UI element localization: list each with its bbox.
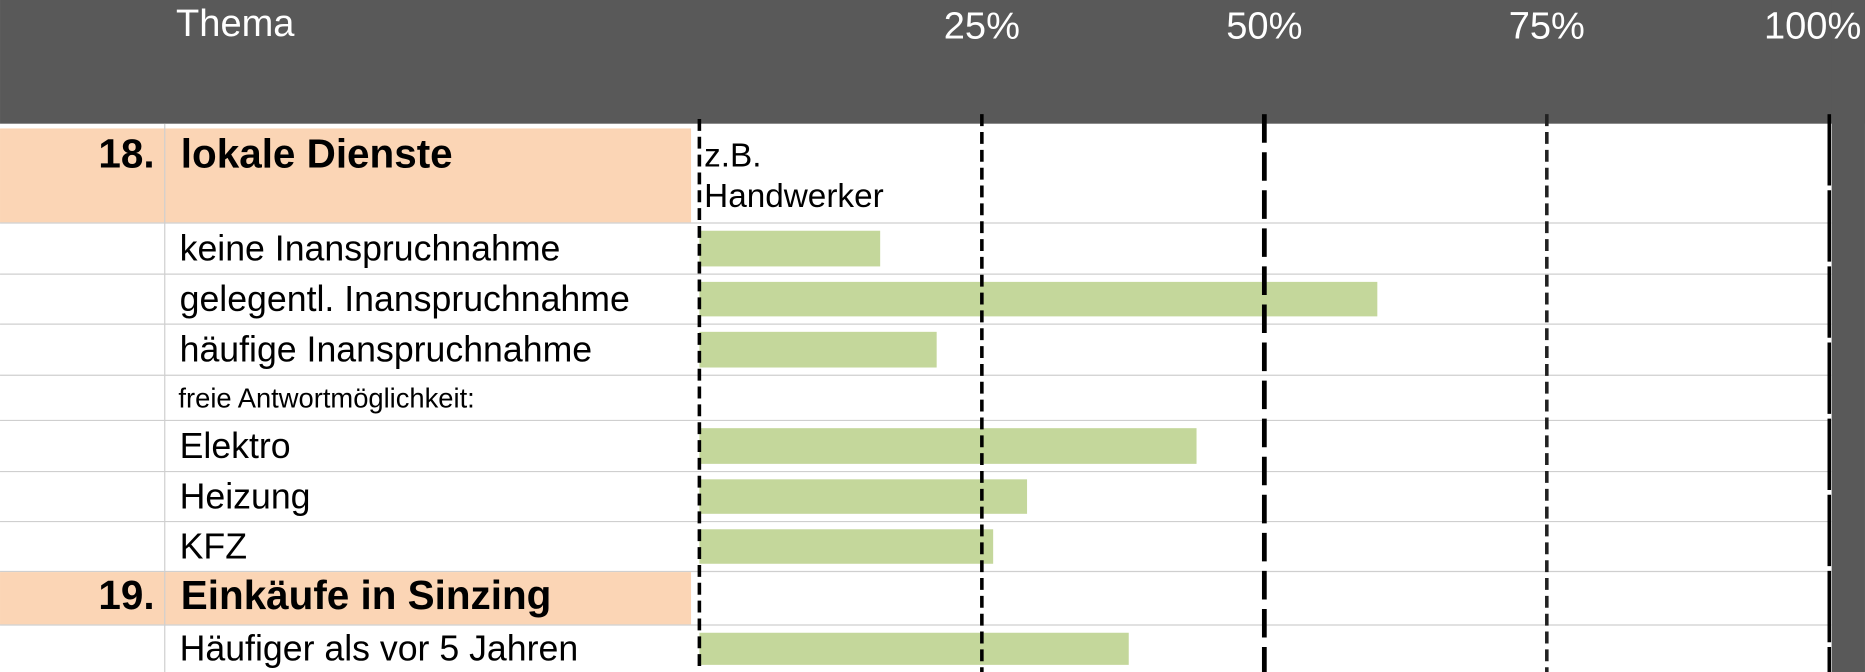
category-label: keine Inanspruchnahme	[180, 228, 561, 268]
category-label: KFZ	[180, 526, 247, 566]
section-title: lokale Dienste	[181, 131, 453, 177]
header-title: Thema	[176, 3, 295, 45]
category-label: Elektro	[180, 426, 291, 466]
header-band	[0, 0, 1865, 124]
x-tick-label: 50%	[1226, 6, 1302, 48]
bar	[699, 281, 1378, 317]
bar	[699, 331, 937, 368]
category-label: häufige Inanspruchnahme	[180, 329, 593, 369]
section-band	[0, 572, 692, 625]
section-number: 19.	[98, 572, 154, 618]
section-note-box: z.B. Handwerker	[704, 136, 884, 215]
section-title: Einkäufe in Sinzing	[181, 572, 552, 618]
x-tick-label: 100%	[1764, 6, 1861, 48]
section-note: z.B. Handwerker	[704, 136, 884, 215]
category-label: Heizung	[180, 476, 311, 516]
x-tick-label: 75%	[1509, 6, 1585, 48]
right-band	[1831, 0, 1865, 672]
bar	[699, 479, 1028, 514]
subheading: freie Antwortmöglichkeit:	[178, 382, 474, 413]
section-band	[0, 128, 692, 223]
bar	[699, 428, 1197, 464]
category-label: Häufiger als vor 5 Jahren	[180, 629, 579, 669]
bar	[699, 230, 881, 267]
section-number: 18.	[98, 131, 154, 177]
x-tick-label: 25%	[944, 6, 1020, 48]
category-label: gelegentl. Inanspruchnahme	[180, 279, 630, 319]
bar	[699, 632, 1129, 665]
bar	[699, 529, 994, 564]
